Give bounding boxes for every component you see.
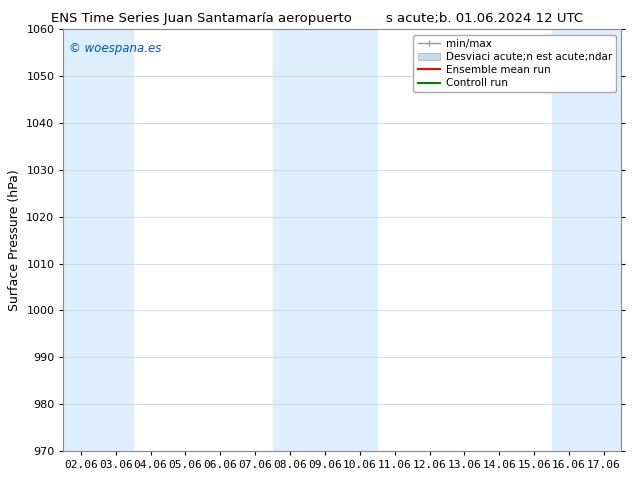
Bar	[342, 29, 377, 451]
Y-axis label: Surface Pressure (hPa): Surface Pressure (hPa)	[8, 169, 21, 311]
Text: © woespana.es: © woespana.es	[69, 42, 162, 55]
Text: ENS Time Series Juan Santamaría aeropuerto        s acute;b. 01.06.2024 12 UTC: ENS Time Series Juan Santamaría aeropuer…	[51, 12, 583, 25]
Bar	[63, 29, 98, 451]
Bar	[586, 29, 621, 451]
Bar	[98, 29, 133, 451]
Legend: min/max, Desviaci acute;n est acute;ndar, Ensemble mean run, Controll run: min/max, Desviaci acute;n est acute;ndar…	[413, 35, 616, 92]
Bar	[552, 29, 586, 451]
Bar	[307, 29, 342, 451]
Bar	[273, 29, 307, 451]
